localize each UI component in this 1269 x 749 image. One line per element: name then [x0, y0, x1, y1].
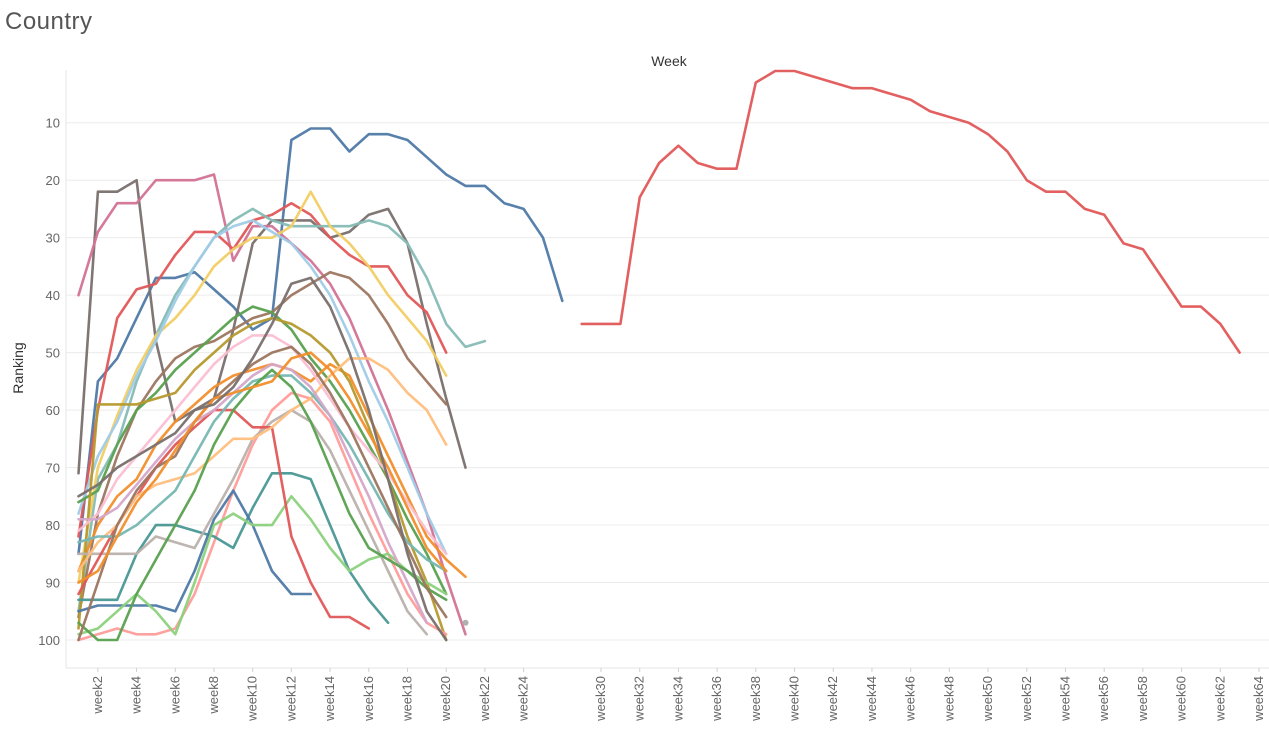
series-line-5	[77, 201, 448, 538]
series-line-9	[77, 270, 448, 619]
y-tick-label: 80	[46, 518, 60, 533]
series-line-4	[77, 173, 467, 636]
x-tick-label: week42	[825, 676, 840, 722]
series-line-24	[77, 345, 448, 642]
y-tick-label: 20	[46, 173, 60, 188]
x-axis-title: Week	[651, 53, 688, 69]
x-tick-label: week6	[167, 676, 182, 715]
series-line-15	[77, 489, 313, 613]
x-tick-label: week48	[941, 676, 956, 722]
x-tick-label: week38	[748, 676, 763, 722]
x-tick-label: week10	[245, 676, 260, 722]
x-tick-label: week8	[206, 676, 221, 715]
x-tick-label: week50	[980, 676, 995, 722]
y-tick-label: 60	[46, 403, 60, 418]
data-point	[462, 619, 469, 626]
y-tick-label: 10	[46, 116, 60, 131]
series-line-16	[77, 494, 448, 636]
x-tick-label: week52	[1019, 676, 1034, 722]
x-tick-label: week60	[1174, 676, 1189, 722]
series-lines	[77, 69, 1241, 642]
y-tick-label: 40	[46, 288, 60, 303]
x-tick-label: week12	[283, 676, 298, 722]
series-line-7	[77, 190, 448, 584]
x-tick-label: week58	[1135, 676, 1150, 722]
series-line-22	[77, 362, 429, 625]
x-tick-label: week46	[903, 676, 918, 722]
x-tick-label: week24	[516, 676, 531, 722]
x-tick-label: week62	[1212, 676, 1227, 722]
x-tick-label: week2	[90, 676, 105, 715]
y-tick-label: 70	[46, 461, 60, 476]
x-tick-label: week14	[322, 676, 337, 722]
y-tick-label: 90	[46, 576, 60, 591]
y-tick-label: 50	[46, 346, 60, 361]
series-line-23	[77, 368, 448, 642]
x-tick-label: week16	[361, 676, 376, 722]
y-tick-label: 30	[46, 231, 60, 246]
x-tick-label: week64	[1251, 676, 1266, 722]
series-line-1	[77, 127, 564, 556]
x-tick-label: week4	[129, 676, 144, 715]
series-line-20	[77, 357, 448, 573]
x-tick-label: week22	[477, 676, 492, 722]
x-tick-label: week30	[593, 676, 608, 722]
chart-axes: 10 20 30 40 50 60 70 80 90 100 week2 week4 week6 week…	[38, 70, 1269, 722]
x-tick-label: week56	[1096, 676, 1111, 722]
series-line-8	[77, 219, 448, 556]
x-tick-label: week32	[632, 676, 647, 722]
x-tick-label: week44	[864, 676, 879, 722]
series-line-26	[77, 276, 448, 642]
x-tick-label: week20	[438, 676, 453, 722]
series-line-25	[77, 351, 448, 584]
series-line-14	[77, 471, 390, 625]
page-title: Country	[5, 8, 93, 35]
x-tick-label: week18	[399, 676, 414, 722]
x-tick-label: week54	[1057, 676, 1072, 722]
y-axis-title: Ranking	[10, 342, 26, 393]
series-line-2	[580, 69, 1241, 354]
x-tick-label: week36	[709, 676, 724, 722]
x-tick-label: week40	[787, 676, 802, 722]
y-tick-label: 100	[38, 633, 60, 648]
x-tick-label: week34	[670, 676, 685, 722]
